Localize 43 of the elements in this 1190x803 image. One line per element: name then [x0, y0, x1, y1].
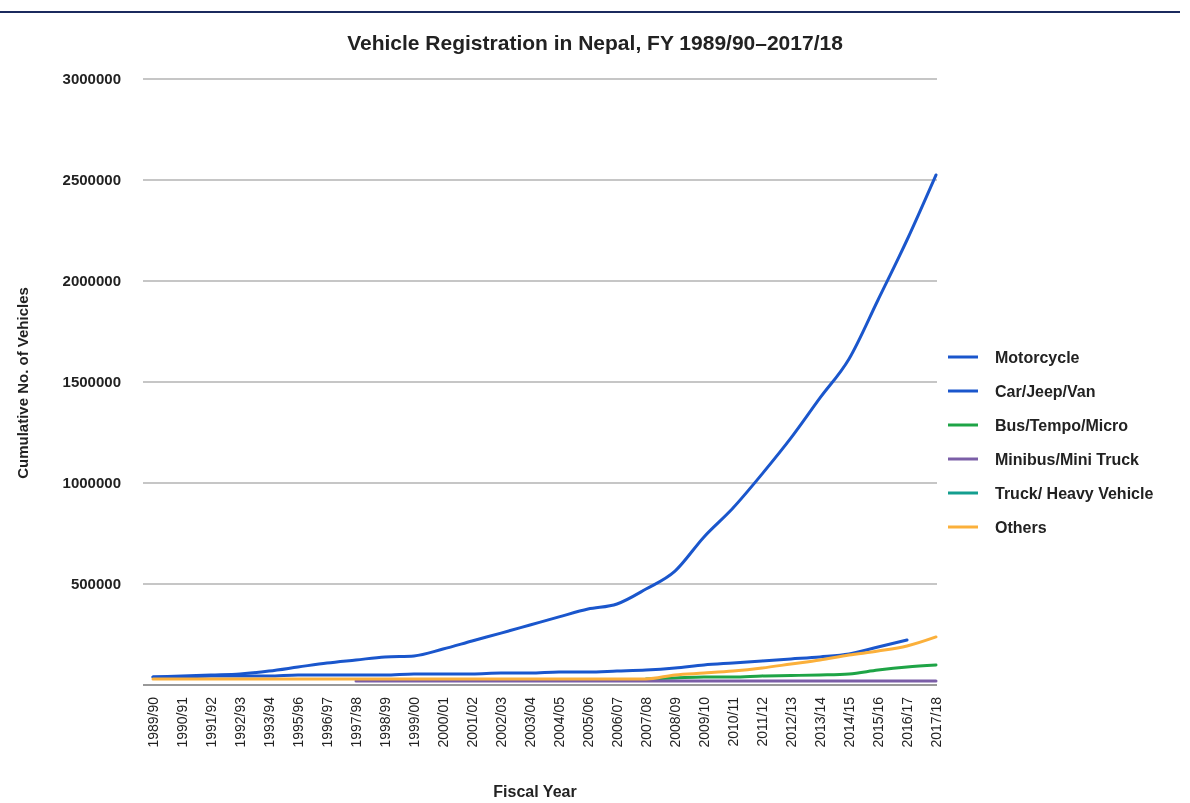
x-tick-label: 2009/10 — [696, 696, 712, 748]
x-tick-label: 2016/17 — [899, 696, 915, 748]
x-tick-label: 2010/11 — [725, 696, 741, 747]
x-tick-label: 2012/13 — [783, 696, 799, 748]
x-tick-label: 1996/97 — [319, 696, 335, 748]
legend-label: Truck/ Heavy Vehicle — [995, 484, 1154, 502]
x-axis-title: Fiscal Year — [493, 783, 577, 800]
x-tick-label: 2007/08 — [638, 696, 654, 748]
x-tick-label: 2017/18 — [928, 696, 944, 748]
x-tick-label: 1998/99 — [377, 696, 393, 748]
x-tick-label: 1995/96 — [290, 696, 306, 748]
legend-label: Bus/Tempo/Micro — [995, 416, 1129, 434]
x-tick-label: 2002/03 — [493, 696, 509, 748]
x-tick-label: 1991/92 — [203, 696, 219, 748]
x-tick-label: 2006/07 — [609, 696, 625, 748]
x-tick-label: 2001/02 — [464, 696, 480, 748]
y-tick-label: 2500000 — [62, 171, 121, 189]
x-tick-label: 2013/14 — [812, 696, 828, 748]
x-tick-label: 2014/15 — [841, 696, 857, 748]
legend-label: Motorcycle — [995, 348, 1080, 366]
x-tick-label: 2008/09 — [667, 696, 683, 748]
legend-label: Car/Jeep/Van — [995, 382, 1096, 400]
x-tick-label: 1992/93 — [232, 696, 248, 748]
chart-title: Vehicle Registration in Nepal, FY 1989/90–2017/18 — [347, 31, 844, 54]
y-tick-label: 1000000 — [62, 474, 121, 492]
y-tick-label: 2000000 — [62, 272, 121, 290]
x-tick-label: 2004/05 — [551, 696, 567, 748]
x-tick-label: 1990/91 — [174, 696, 190, 748]
x-tick-label: 1999/00 — [406, 696, 422, 748]
x-tick-label: 2005/06 — [580, 696, 596, 748]
x-tick-label: 1993/94 — [261, 696, 277, 748]
legend-label: Others — [995, 518, 1047, 536]
x-tick-label: 2003/04 — [522, 696, 538, 748]
x-tick-label: 2015/16 — [870, 696, 886, 748]
x-tick-label: 1989/90 — [145, 696, 161, 748]
y-tick-label: 3000000 — [62, 70, 121, 88]
x-tick-label: 2000/01 — [435, 696, 451, 748]
x-tick-label: 1997/98 — [348, 696, 364, 748]
y-tick-label: 1500000 — [62, 373, 121, 391]
x-tick-label: 2011/12 — [754, 696, 770, 747]
y-tick-label: 500000 — [70, 575, 121, 593]
y-axis-title: Cumulative No. of Vehicles — [14, 287, 31, 479]
legend-label: Minibus/Mini Truck — [995, 450, 1140, 468]
